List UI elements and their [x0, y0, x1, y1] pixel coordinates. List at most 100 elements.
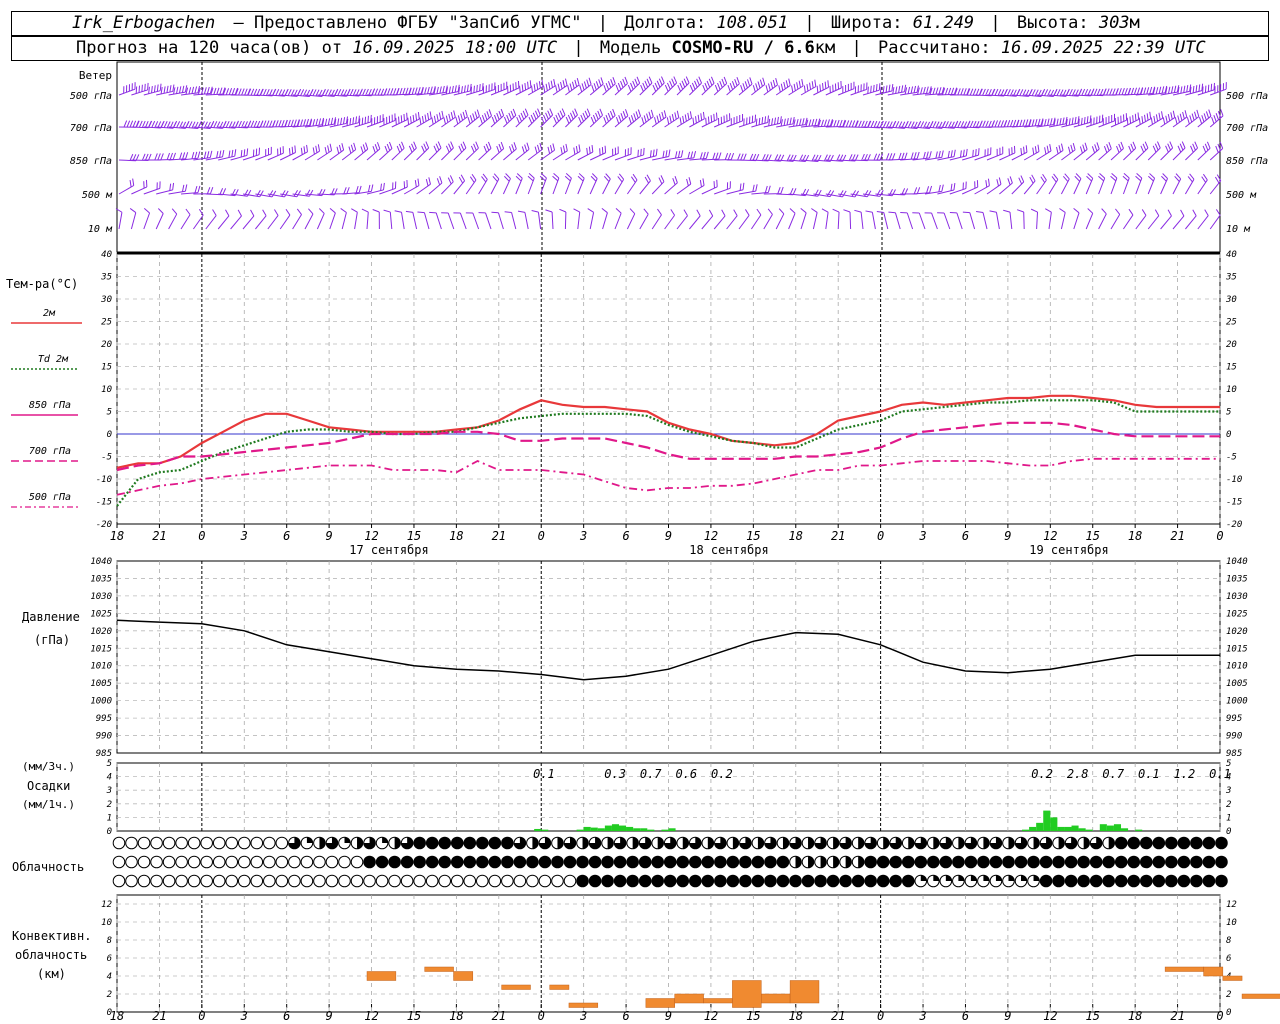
wind-barb-flag	[618, 173, 625, 180]
wind-barb-flag	[1056, 118, 1059, 126]
wind-barb-flag	[801, 118, 805, 126]
wind-barb-flag	[873, 153, 878, 161]
wind-barb-flag	[1192, 85, 1195, 94]
wind-barb-flag	[1140, 145, 1145, 153]
wind-barb-flag	[399, 87, 403, 95]
wind-barb	[423, 212, 430, 230]
wind-barb-flag	[349, 88, 354, 96]
wind-barb-flag	[569, 112, 574, 120]
wind-barb-flag	[904, 120, 909, 128]
wind-barb-flag	[372, 209, 380, 213]
wind-barb-flag	[552, 143, 556, 151]
wind-barb-flag	[454, 85, 457, 93]
cloud-symbol	[162, 836, 176, 850]
conv-tick-label-left: 10	[101, 918, 112, 928]
temp-tick-label-right: -10	[1226, 475, 1242, 485]
cloud-symbol	[175, 874, 188, 888]
cloud-symbol	[989, 855, 1003, 869]
wind-barb-flag	[814, 79, 817, 87]
wind-barb-flag	[1142, 143, 1147, 151]
cloud-symbol	[363, 874, 376, 888]
wind-barb-flag	[271, 190, 277, 198]
wind-barb-flag	[504, 211, 512, 214]
wind-barb-flag	[521, 84, 524, 92]
cloud-symbol	[1102, 855, 1115, 869]
wind-barb-flag	[792, 188, 797, 195]
wind-barb-flag	[977, 148, 980, 156]
wind-barb-flag	[1081, 117, 1083, 125]
wind-barb-flag	[792, 116, 795, 125]
wind-barb-flag	[303, 146, 306, 154]
wind-barb-flag	[472, 113, 476, 121]
wind-barb-flag	[783, 118, 786, 126]
wind-barb-flag	[652, 149, 655, 157]
wind-barb-flag	[231, 149, 234, 157]
wind-barb-flag	[904, 152, 908, 160]
wind-barb-flag	[151, 120, 156, 128]
wind-barb-flag	[848, 120, 853, 128]
cloud-symbol	[438, 874, 452, 888]
wind-barb-flag	[528, 116, 533, 124]
wind-barb-flag	[297, 88, 302, 96]
wind-barb-flag	[865, 210, 873, 213]
wind-barb-flag	[586, 108, 591, 116]
cloud-symbol	[425, 874, 439, 888]
wind-barb-flag	[771, 118, 774, 126]
wind-barb-flag	[965, 148, 968, 156]
wind-barb-flag	[577, 175, 584, 182]
wind-barb-flag	[557, 83, 561, 91]
wind-level-10m: 10 м	[88, 224, 113, 235]
wind-barb-flag	[345, 116, 349, 124]
wind-barb-flag	[522, 110, 527, 118]
wind-barb-flag	[669, 115, 672, 123]
wind-barb-flag	[185, 152, 189, 160]
wind-barb-flag	[447, 177, 452, 185]
wind-barb-flag	[855, 120, 859, 128]
wind-barb-flag	[799, 118, 802, 126]
precip-bar	[626, 826, 634, 831]
cloud-symbol	[563, 874, 577, 888]
wind-barb-flag	[346, 88, 351, 96]
wind-barb	[1073, 212, 1080, 230]
cloud-symbol-fill	[288, 837, 301, 849]
wind-barb-flag	[315, 145, 318, 153]
wind-barb-flag	[588, 77, 592, 85]
wind-barb-flag	[545, 112, 549, 120]
wind-barb-flag	[487, 141, 492, 149]
wind-barb-flag	[811, 154, 816, 162]
wind-barb-flag	[144, 120, 149, 128]
temp-tick-label-left: -15	[96, 498, 112, 508]
wind-barb-flag	[910, 86, 914, 94]
wind-barb-flag	[1180, 209, 1185, 217]
cloud-symbol	[350, 855, 364, 869]
wind-barb-flag	[1173, 85, 1177, 93]
wind-barb-flag	[1084, 142, 1088, 150]
cloud-symbol	[300, 855, 314, 869]
time-tick-label: 15	[746, 529, 760, 543]
wind-barb-flag	[1195, 85, 1198, 93]
wind-barb-flag	[411, 87, 415, 95]
wind-barb-flag	[811, 208, 818, 213]
wind-barb-flag	[184, 184, 188, 192]
wind-barb-flag	[1190, 145, 1194, 153]
wind-barb-flag	[398, 116, 400, 124]
cloud-symbol	[663, 855, 677, 869]
cloud-symbol	[638, 874, 652, 888]
wind-barb-flag	[141, 153, 146, 161]
wind-barb-flag	[545, 83, 548, 91]
wind-barb-flag	[767, 208, 773, 215]
cloud-symbol	[112, 874, 126, 888]
wind-barb-flag	[1144, 141, 1149, 149]
cloud-symbol	[513, 874, 527, 888]
wind-barb-flag	[966, 120, 971, 128]
wind-barb-flag	[511, 144, 515, 152]
precip-3h-label: 0.3	[604, 767, 626, 781]
wind-barb-flag	[1219, 141, 1224, 149]
cloud-symbol	[150, 855, 163, 869]
wind-barb-flag	[822, 82, 824, 91]
wind-barb-flag	[774, 154, 779, 161]
cloud-symbol	[1089, 855, 1103, 869]
wind-barb-flag	[315, 89, 320, 97]
wind-barb-flag	[941, 150, 944, 158]
